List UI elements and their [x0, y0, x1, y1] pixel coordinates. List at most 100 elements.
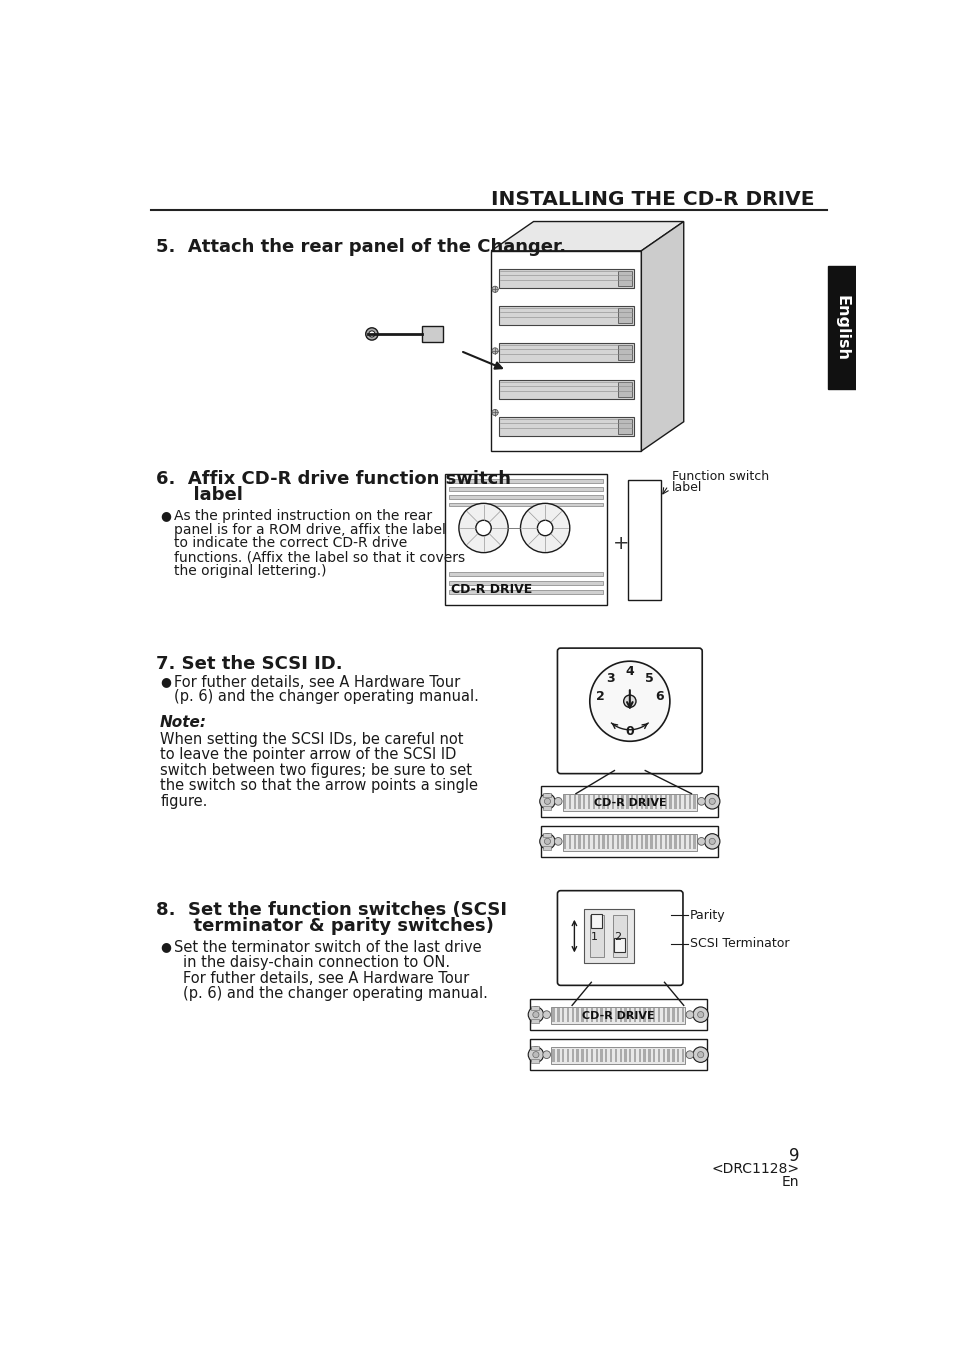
- Circle shape: [365, 327, 377, 341]
- Bar: [529, 1040, 706, 1069]
- Bar: [562, 794, 696, 811]
- Bar: [597, 795, 599, 808]
- Bar: [628, 480, 659, 599]
- Circle shape: [533, 1052, 538, 1057]
- Text: ●: ●: [160, 940, 171, 953]
- Bar: [643, 1009, 645, 1022]
- Bar: [636, 836, 638, 849]
- Polygon shape: [491, 222, 683, 250]
- Bar: [606, 836, 609, 849]
- Bar: [681, 1009, 683, 1022]
- Bar: [531, 1019, 538, 1023]
- Bar: [566, 1049, 569, 1063]
- Text: figure.: figure.: [160, 794, 208, 808]
- Text: CD-R DRIVE: CD-R DRIVE: [581, 1011, 654, 1021]
- Bar: [664, 795, 666, 808]
- Bar: [688, 795, 690, 808]
- Bar: [688, 836, 690, 849]
- Text: 7. Set the SCSI ID.: 7. Set the SCSI ID.: [156, 654, 342, 673]
- Bar: [444, 475, 606, 604]
- Bar: [667, 1049, 669, 1063]
- Text: 9: 9: [788, 1146, 799, 1164]
- Bar: [620, 795, 623, 808]
- Bar: [592, 836, 595, 849]
- FancyBboxPatch shape: [557, 648, 701, 773]
- Bar: [449, 480, 602, 483]
- Bar: [552, 1049, 555, 1063]
- Bar: [693, 795, 695, 808]
- Text: functions. (Affix the label so that it covers: functions. (Affix the label so that it c…: [173, 550, 465, 564]
- Bar: [587, 795, 590, 808]
- Bar: [531, 1046, 538, 1051]
- Bar: [612, 915, 626, 957]
- Bar: [674, 836, 676, 849]
- Bar: [592, 795, 595, 808]
- Circle shape: [544, 838, 550, 845]
- Polygon shape: [640, 222, 683, 452]
- Bar: [604, 1049, 607, 1063]
- Bar: [576, 1049, 578, 1063]
- Bar: [551, 1007, 684, 1023]
- Bar: [599, 1009, 602, 1022]
- Bar: [563, 795, 566, 808]
- Circle shape: [539, 794, 555, 808]
- Bar: [662, 1009, 664, 1022]
- Circle shape: [458, 503, 508, 553]
- Text: (p. 6) and the changer operating manual.: (p. 6) and the changer operating manual.: [173, 690, 478, 704]
- Text: 2: 2: [596, 690, 604, 703]
- Bar: [449, 487, 602, 491]
- Bar: [618, 419, 632, 434]
- Bar: [552, 1009, 555, 1022]
- Bar: [540, 826, 718, 857]
- Circle shape: [589, 661, 669, 741]
- Text: 5: 5: [644, 672, 653, 684]
- Circle shape: [703, 834, 720, 849]
- Circle shape: [533, 1011, 538, 1018]
- Text: the original lettering.): the original lettering.): [173, 564, 326, 579]
- Bar: [599, 1049, 602, 1063]
- Bar: [618, 308, 632, 323]
- Text: SCSI Terminator: SCSI Terminator: [689, 937, 788, 950]
- Text: (p. 6) and the changer operating manual.: (p. 6) and the changer operating manual.: [183, 986, 488, 1000]
- Bar: [679, 836, 680, 849]
- Text: For futher details, see A Hardware Tour: For futher details, see A Hardware Tour: [173, 675, 459, 690]
- Bar: [653, 1009, 655, 1022]
- Bar: [669, 836, 671, 849]
- Bar: [595, 1009, 598, 1022]
- Bar: [529, 999, 706, 1030]
- Text: CD-R DRIVE: CD-R DRIVE: [451, 583, 532, 596]
- Bar: [591, 914, 601, 927]
- Bar: [568, 795, 571, 808]
- Text: Set the terminator switch of the last drive: Set the terminator switch of the last dr…: [173, 940, 481, 955]
- Circle shape: [708, 838, 715, 845]
- Bar: [677, 1009, 679, 1022]
- Bar: [571, 1049, 574, 1063]
- Bar: [623, 1009, 626, 1022]
- Bar: [542, 806, 550, 810]
- Bar: [655, 836, 657, 849]
- Circle shape: [369, 331, 375, 337]
- Bar: [638, 1049, 640, 1063]
- Text: to indicate the correct CD-R drive: to indicate the correct CD-R drive: [173, 537, 407, 550]
- Bar: [667, 1009, 669, 1022]
- Bar: [640, 795, 642, 808]
- Bar: [449, 581, 602, 585]
- Bar: [583, 909, 633, 963]
- Circle shape: [708, 798, 715, 804]
- Bar: [616, 836, 618, 849]
- Bar: [609, 1009, 612, 1022]
- Bar: [561, 1049, 564, 1063]
- Text: 6: 6: [655, 690, 663, 703]
- Text: When setting the SCSI IDs, be careful not: When setting the SCSI IDs, be careful no…: [160, 731, 463, 748]
- Bar: [571, 1009, 574, 1022]
- Text: panel is for a ROM drive, affix the label: panel is for a ROM drive, affix the labe…: [173, 523, 445, 537]
- Bar: [611, 836, 614, 849]
- Text: 2: 2: [614, 933, 620, 942]
- Bar: [679, 795, 680, 808]
- Bar: [631, 795, 633, 808]
- Bar: [557, 1049, 559, 1063]
- Bar: [568, 836, 571, 849]
- Bar: [562, 834, 696, 850]
- Circle shape: [685, 1051, 693, 1059]
- Bar: [449, 572, 602, 576]
